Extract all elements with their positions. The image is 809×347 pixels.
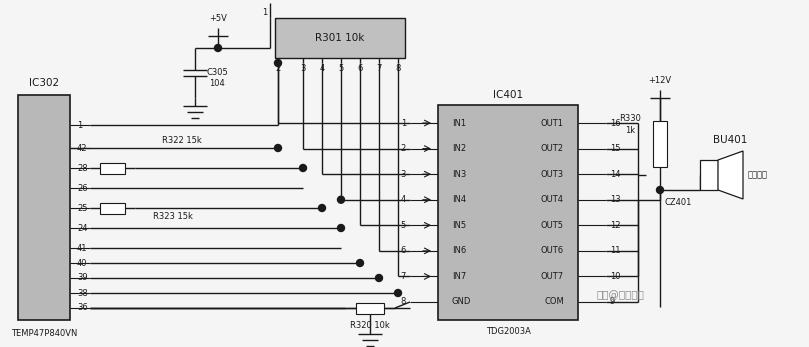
Text: 维修人家: 维修人家: [748, 170, 768, 179]
Text: 28: 28: [77, 163, 87, 172]
Text: IC302: IC302: [29, 78, 59, 88]
Text: IN3: IN3: [452, 170, 466, 179]
Circle shape: [319, 204, 325, 212]
Text: OUT6: OUT6: [541, 246, 564, 255]
Text: 26: 26: [77, 184, 87, 193]
Text: TDG2003A: TDG2003A: [485, 328, 531, 337]
Text: 25: 25: [77, 203, 87, 212]
Text: 42: 42: [77, 144, 87, 152]
Text: TEMP47P840VN: TEMP47P840VN: [11, 330, 77, 339]
Bar: [100, 162, 125, 174]
Polygon shape: [718, 151, 743, 199]
Bar: [356, 303, 383, 313]
Circle shape: [337, 196, 345, 203]
Text: 10: 10: [610, 272, 621, 281]
Text: 3: 3: [400, 170, 406, 179]
Text: OUT1: OUT1: [541, 118, 564, 127]
Text: 头条@维修人家: 头条@维修人家: [596, 290, 644, 300]
Text: IN6: IN6: [452, 246, 466, 255]
Text: BU401: BU401: [713, 135, 748, 145]
Text: +5V: +5V: [209, 14, 227, 23]
Circle shape: [656, 186, 663, 194]
Text: 15: 15: [610, 144, 621, 153]
Text: 7: 7: [376, 64, 382, 73]
Text: IN7: IN7: [452, 272, 466, 281]
Text: GND: GND: [452, 297, 472, 306]
Text: 2: 2: [400, 144, 406, 153]
Text: COM: COM: [544, 297, 564, 306]
Bar: [438, 105, 578, 320]
Text: 14: 14: [610, 170, 621, 179]
Text: 13: 13: [610, 195, 621, 204]
Text: 11: 11: [610, 246, 621, 255]
Text: 40: 40: [77, 259, 87, 268]
Bar: [700, 160, 718, 190]
Text: OUT2: OUT2: [541, 144, 564, 153]
Bar: [653, 121, 667, 167]
Text: 12: 12: [610, 221, 621, 230]
Text: IN4: IN4: [452, 195, 466, 204]
Text: 5: 5: [400, 221, 406, 230]
Text: 7: 7: [400, 272, 406, 281]
Text: 5: 5: [338, 64, 344, 73]
Text: OUT7: OUT7: [541, 272, 564, 281]
Text: 38: 38: [77, 288, 87, 297]
Circle shape: [274, 144, 282, 152]
Text: R301 10k: R301 10k: [316, 33, 365, 43]
Text: R330: R330: [619, 113, 641, 122]
Text: 39: 39: [77, 273, 87, 282]
Text: 16: 16: [610, 118, 621, 127]
Text: IN2: IN2: [452, 144, 466, 153]
Circle shape: [357, 260, 363, 266]
Bar: [100, 203, 125, 213]
Circle shape: [375, 274, 383, 281]
Text: 8: 8: [396, 64, 400, 73]
Text: +12V: +12V: [649, 76, 671, 85]
Text: R320 10k: R320 10k: [350, 322, 390, 330]
Text: IN1: IN1: [452, 118, 466, 127]
Text: R322 15k: R322 15k: [162, 135, 201, 144]
Text: OUT3: OUT3: [541, 170, 564, 179]
Text: 1: 1: [400, 118, 406, 127]
Bar: [275, 18, 405, 58]
Text: OUT5: OUT5: [541, 221, 564, 230]
Text: 8: 8: [400, 297, 406, 306]
Circle shape: [337, 225, 345, 231]
Text: R323 15k: R323 15k: [153, 212, 193, 220]
Text: 4: 4: [400, 195, 406, 204]
Text: 3: 3: [300, 64, 306, 73]
Text: OUT4: OUT4: [541, 195, 564, 204]
Text: 1: 1: [262, 8, 268, 17]
Circle shape: [274, 59, 282, 67]
Text: IC401: IC401: [493, 90, 523, 100]
Text: 6: 6: [400, 246, 406, 255]
Text: IN5: IN5: [452, 221, 466, 230]
Text: 41: 41: [77, 244, 87, 253]
Text: 6: 6: [358, 64, 362, 73]
Circle shape: [299, 164, 307, 171]
Text: 1k: 1k: [625, 126, 635, 135]
Text: C305
104: C305 104: [206, 68, 228, 88]
Text: 2: 2: [275, 64, 281, 73]
Text: CZ401: CZ401: [665, 197, 693, 206]
Text: 9: 9: [610, 297, 616, 306]
Text: 4: 4: [320, 64, 324, 73]
Text: 36: 36: [77, 304, 87, 313]
Circle shape: [214, 44, 222, 51]
Text: 24: 24: [77, 223, 87, 232]
Circle shape: [395, 289, 401, 296]
Bar: [18, 95, 70, 320]
Text: 1: 1: [77, 120, 83, 129]
